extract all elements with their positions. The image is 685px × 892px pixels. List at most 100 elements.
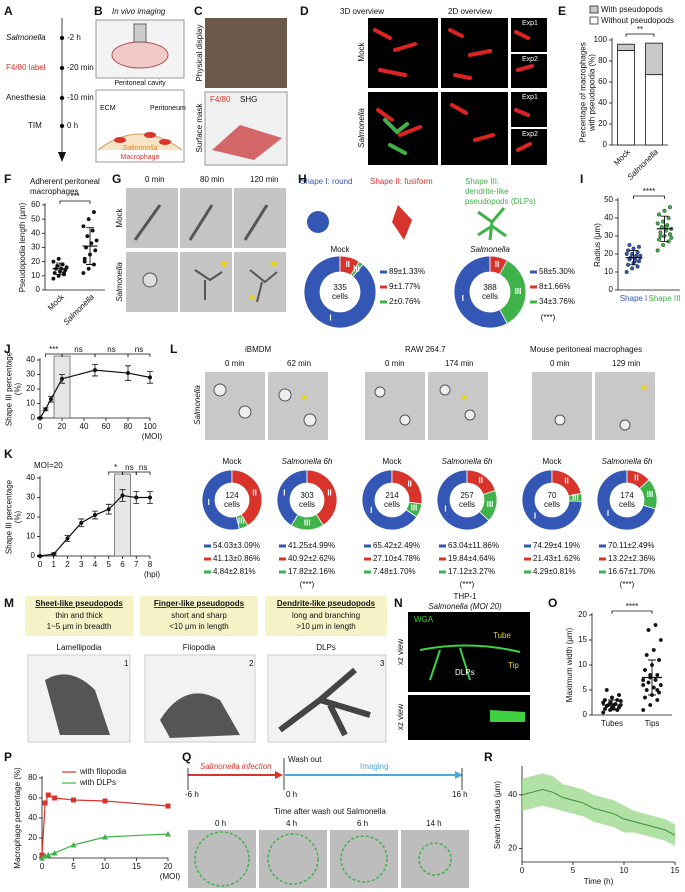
slice-label: III [304,519,311,528]
y-tick-label: 60 [31,200,40,209]
annotation: ns [74,345,82,354]
image [401,830,469,888]
data-point [635,250,640,255]
pie-slice [235,513,249,530]
marker [51,552,56,557]
time-label: 80 min [200,175,224,184]
data-point [631,246,636,251]
label: Tube [493,631,511,640]
marker [102,834,108,840]
data-point [666,215,671,220]
data-point [667,205,672,210]
value-label: 34±3.76% [539,297,575,306]
significance-bracket [633,195,665,199]
slice-label: III [647,490,654,499]
cell [554,414,566,426]
panel-letter: M [4,596,14,610]
time-label: 0 min [145,175,165,184]
pie-title: Mock [222,457,242,466]
shape-label: Shape III: [465,177,499,186]
cell-type: THP-1 [453,592,477,601]
data-point [624,270,629,275]
slice-label: III [572,493,579,502]
image-index: 3 [380,659,385,668]
pie-title: Mock [330,245,350,254]
data-point [602,698,607,703]
value-label: 13.22±2.36% [608,554,655,563]
data-point [662,208,667,213]
type-name: DLPs [316,643,336,652]
event-dot [59,35,65,41]
y-axis-label: Radius (μm) [593,223,602,267]
data-point [655,221,660,226]
legend-label: With pseudopods [601,5,663,14]
value-label: 7.48±1.70% [373,567,416,576]
image [428,372,488,440]
center-label: 335 [333,283,347,292]
data-point [56,256,61,261]
data-point [81,271,86,276]
data-point [91,210,96,215]
y-tick-label: 80 [28,773,37,782]
label: ECM [100,105,116,112]
significance: *** [70,192,79,201]
marker [165,803,171,809]
event-time: -10 min [67,93,94,102]
value-label: 54.03±3.09% [213,541,260,550]
frame-label: 6 h [357,819,368,828]
row-label: Mock [115,207,124,227]
marker [134,495,139,500]
panel-letter: O [548,596,557,610]
data-point [655,688,660,693]
slice-label: III [238,517,245,526]
x-tick-label: 5 [71,862,76,871]
image [365,372,425,440]
center-label: 214 [385,491,399,500]
marker [120,493,125,498]
data-point [658,230,663,235]
marker [70,842,77,848]
row-label: Salmonella [193,385,202,425]
panel-letter: L [170,342,177,356]
panel-letter: D [300,4,309,18]
pie-title: Mock [382,457,402,466]
data-point [658,638,663,643]
center-label: cells [619,500,635,509]
x-tick-label: Tips [645,719,660,728]
legend-swatch [589,5,599,14]
header-box [25,596,133,636]
slice-label: II [327,488,331,497]
pie-slice [361,469,418,531]
legend-swatch [589,16,599,25]
pie-slice [596,469,657,531]
y-tick-label: 20 [578,610,587,619]
center-label: cells [459,500,475,509]
shape-label: dendrite-like [465,187,509,196]
data-point [657,237,662,242]
header-box [265,596,387,636]
x-tick-label: 60 [102,422,111,431]
cell-type: RAW 264.7 [405,345,446,354]
slice-label: I [370,506,372,515]
pie-title: Salmonella 6h [442,457,493,466]
x-tick-label: Shape III [648,294,680,303]
shape-label: Shape II: fusiform [370,177,433,186]
m-images [27,654,387,743]
type-desc: thin and thick [55,611,103,620]
cell [399,414,411,426]
significance-bracket [611,610,653,614]
y-tick-label: 30 [31,243,40,252]
shape-label: pseudopods (DLPs) [465,197,536,206]
image-index: 2 [249,659,254,668]
data-point [636,244,641,249]
y-axis-label: Percentage of macrophages [579,42,588,143]
y-axis-label: with pseudopodia (%) [588,54,597,132]
highlight-box [53,355,71,419]
data-point [626,262,631,267]
header-box [140,596,258,636]
data-point [657,658,662,663]
d-images [368,18,547,165]
x-tick-label: 0 [38,560,43,569]
slice-label: I [329,313,331,322]
arrowhead [275,771,283,779]
